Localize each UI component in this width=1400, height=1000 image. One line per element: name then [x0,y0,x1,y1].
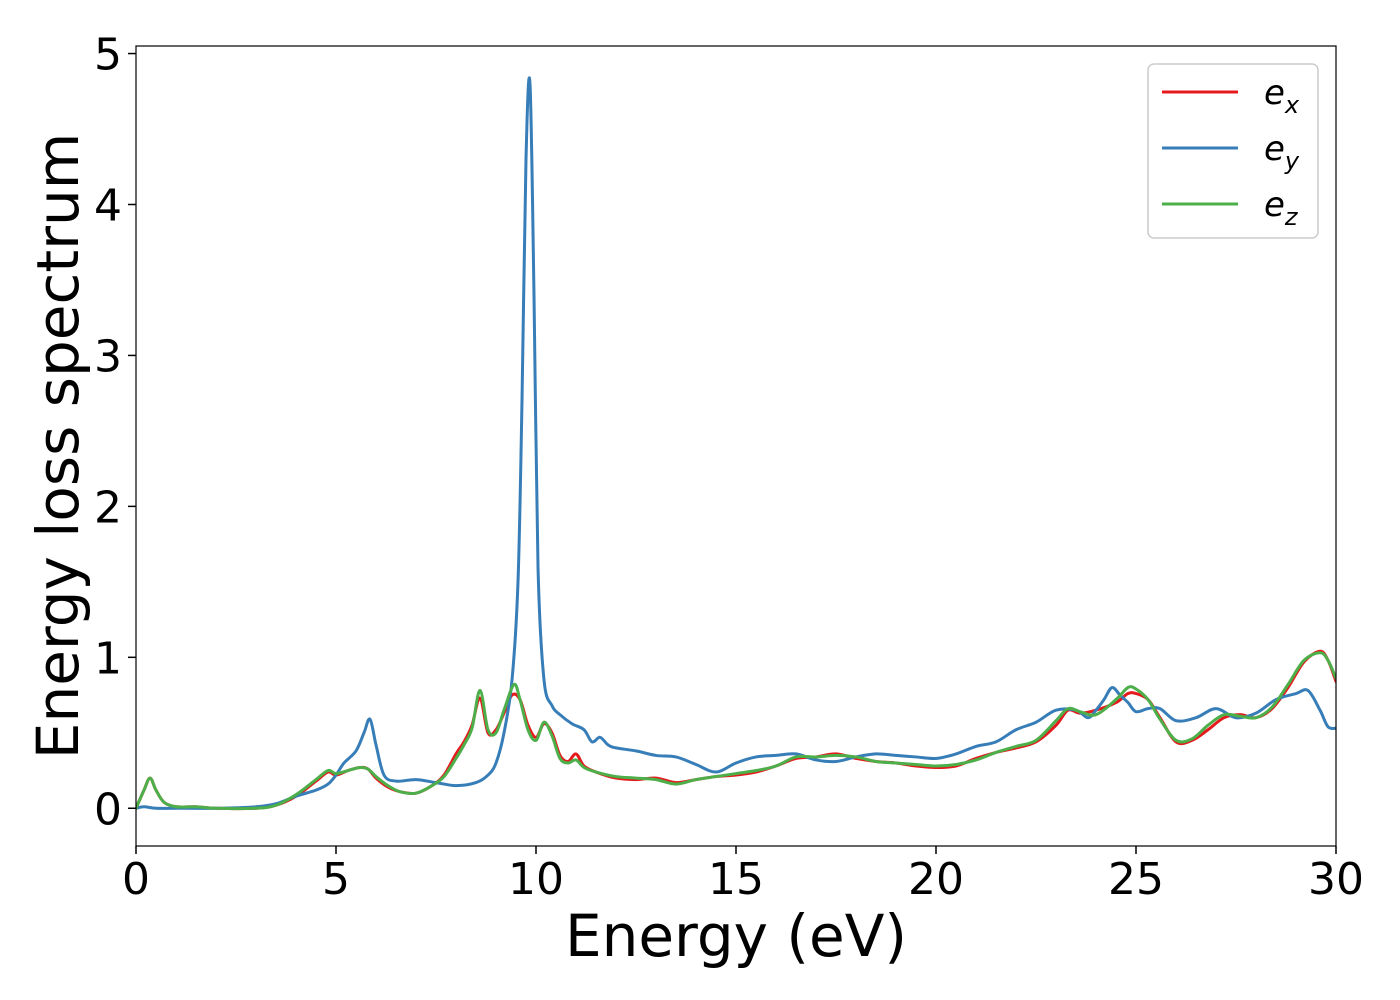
x-axis-title: Energy (eV) [565,902,907,970]
y-tick-label: 1 [94,633,122,684]
y-axis: 0 1 2 3 4 5 [94,30,136,835]
legend-box [1147,63,1319,239]
y-tick-label: 4 [94,180,122,231]
y-axis-title: Energy loss spectrum [24,133,92,759]
x-tick-label: 0 [122,854,150,905]
x-tick-label: 5 [322,854,350,905]
y-tick-label: 5 [94,30,122,81]
x-tick-label: 15 [708,854,764,905]
y-tick-label: 2 [94,482,122,533]
legend-label-y: ey [1264,129,1300,175]
legend-label-z: ez [1264,185,1299,231]
y-tick-label: 3 [94,331,122,382]
series-line-y [136,76,1336,810]
series-layer [136,76,1336,811]
y-tick-label: 0 [94,784,122,835]
x-tick-label: 20 [908,854,964,905]
x-tick-label: 30 [1308,854,1364,905]
x-axis: 0 5 10 15 20 25 30 [122,846,1364,905]
legend: ex ey ez [1147,63,1319,239]
series-line-z [136,651,1336,811]
x-tick-label: 10 [508,854,564,905]
legend-label-x: ex [1264,73,1300,119]
x-tick-label: 25 [1108,854,1164,905]
